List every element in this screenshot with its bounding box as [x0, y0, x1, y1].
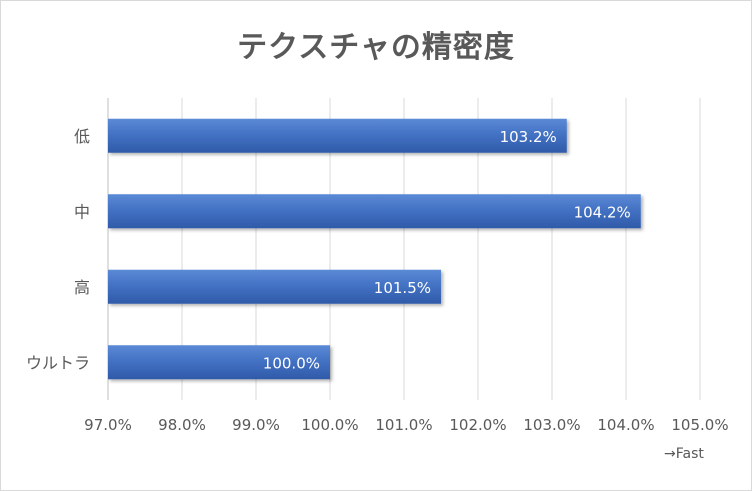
data-label: 101.5% — [374, 279, 431, 297]
x-tick-label: 103.0% — [523, 416, 580, 434]
category-label: ウルトラ — [26, 353, 90, 372]
data-label: 104.2% — [574, 203, 631, 221]
bar — [108, 118, 567, 153]
x-tick-label: 102.0% — [449, 416, 506, 434]
x-tick-label: 104.0% — [597, 416, 654, 434]
axis-direction-note: →Fast — [664, 446, 704, 462]
x-tick-label: 101.0% — [375, 416, 432, 434]
data-label: 100.0% — [263, 354, 320, 372]
bar — [108, 194, 641, 229]
bar — [108, 269, 441, 304]
x-tick-label: 98.0% — [158, 416, 206, 434]
bars — [108, 118, 641, 380]
x-tick-label: 105.0% — [671, 416, 728, 434]
x-tick-label: 99.0% — [232, 416, 280, 434]
category-label: 中 — [74, 202, 90, 221]
x-tick-label: 100.0% — [301, 416, 358, 434]
category-label: 高 — [74, 278, 90, 297]
category-label: 低 — [74, 127, 90, 146]
labels: 97.0% 98.0% 99.0% 100.0% 101.0% 102.0% 103.0% 1… — [26, 127, 729, 434]
bar — [108, 345, 330, 380]
chart-title: テクスチャの精密度 — [237, 30, 515, 65]
x-tick-label: 97.0% — [84, 416, 132, 434]
data-label: 103.2% — [500, 128, 557, 146]
